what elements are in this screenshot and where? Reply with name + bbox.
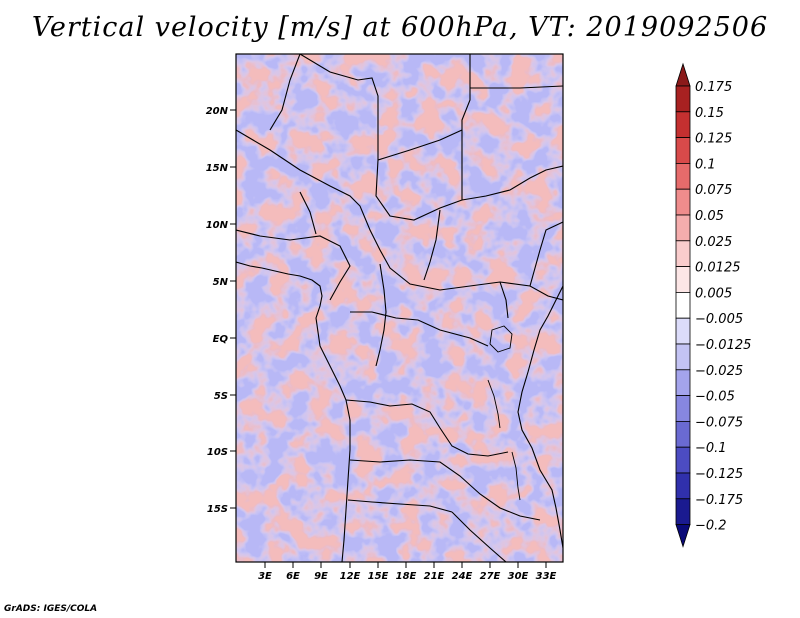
- lat-tick-label: 20N: [206, 106, 229, 117]
- colorbar-swatch: [675, 343, 691, 371]
- colorbar-label: −0.075: [695, 415, 743, 430]
- lon-tick-label: 18E: [396, 571, 417, 582]
- colorbar: 0.175 0.15 0.125 0.1 0.075 0.05 0.025 0.0125 0.0…: [675, 62, 751, 548]
- colorbar-label: 0.1: [695, 157, 716, 172]
- chart-title: Vertical velocity [m/s] at 600hPa, VT: 2…: [31, 12, 769, 43]
- colorbar-label: 0.005: [695, 286, 732, 301]
- lon-tick-label: 12E: [340, 571, 361, 582]
- lat-tick-label: 10N: [206, 220, 229, 231]
- colorbar-swatch: [675, 85, 691, 113]
- colorbar-label: −0.025: [695, 364, 743, 379]
- lon-tick-label: 30E: [508, 571, 529, 582]
- lat-tick-label: 5S: [214, 391, 228, 402]
- lon-tick-label: 24E: [452, 571, 473, 582]
- colorbar-swatch: [675, 369, 691, 396]
- colorbar-swatch: [675, 162, 691, 190]
- colorbar-label: −0.125: [695, 467, 743, 482]
- lon-tick-label: 21E: [424, 571, 445, 582]
- lat-tick-label: 5N: [213, 277, 229, 288]
- colorbar-label: −0.2: [695, 519, 727, 534]
- lon-tick-label: 27E: [480, 571, 501, 582]
- colorbar-swatch: [675, 111, 691, 139]
- lake-tanganyika: [487, 379, 501, 429]
- country-borders: [236, 54, 563, 562]
- lat-tick-label: 15S: [207, 504, 228, 515]
- colorbar-swatch: [675, 291, 691, 319]
- colorbar-swatch: [675, 317, 691, 345]
- colorbar-bottom-triangle: [675, 524, 691, 548]
- colorbar-label: −0.1: [695, 441, 727, 456]
- colorbar-label: 0.125: [695, 132, 732, 147]
- lon-axis: 3E 6E 9E 12E 15E 18E 21E 24E 27E 30E 33E: [258, 562, 557, 582]
- colorbar-swatch: [675, 498, 691, 525]
- colorbar-swatch: [675, 266, 691, 293]
- colorbar-label: −0.05: [695, 390, 735, 405]
- lake-malawi: [511, 451, 521, 501]
- lat-axis: 20N 15N 10N 5N EQ 5S 10S 15S: [206, 106, 236, 515]
- colorbar-label: −0.0125: [695, 338, 751, 353]
- lon-tick-label: 33E: [536, 571, 557, 582]
- colorbar-swatch: [675, 420, 691, 448]
- colorbar-top-triangle: [675, 62, 691, 87]
- colorbar-label: 0.175: [695, 80, 732, 95]
- lat-tick-label: 15N: [206, 163, 229, 174]
- colorbar-swatch: [675, 214, 691, 242]
- lat-tick-label: 10S: [207, 447, 228, 458]
- colorbar-swatch: [675, 240, 691, 268]
- colorbar-swatch: [675, 188, 691, 216]
- colorbar-label: 0.025: [695, 235, 732, 250]
- colorbar-swatch: [675, 395, 691, 422]
- colorbar-label: 0.0125: [695, 261, 741, 276]
- lon-tick-label: 9E: [314, 571, 328, 582]
- coastline-east: [517, 285, 563, 549]
- colorbar-label: 0.05: [695, 209, 724, 224]
- colorbar-label: −0.175: [695, 493, 743, 508]
- colorbar-label: 0.15: [695, 106, 724, 121]
- colorbar-swatch: [675, 137, 691, 164]
- lake-victoria: [489, 325, 513, 353]
- colorbar-label: 0.075: [695, 183, 732, 198]
- grads-credit: GrADS: IGES/COLA: [4, 604, 98, 614]
- lon-tick-label: 15E: [368, 571, 389, 582]
- velocity-field: [236, 54, 563, 562]
- lat-tick-label: EQ: [213, 334, 229, 345]
- colorbar-label: −0.005: [695, 312, 743, 327]
- lon-tick-label: 3E: [258, 571, 272, 582]
- lon-tick-label: 6E: [286, 571, 300, 582]
- coastline-west: [236, 261, 351, 562]
- colorbar-swatch: [675, 446, 691, 474]
- map-frame: [235, 53, 564, 563]
- colorbar-swatch: [675, 472, 691, 500]
